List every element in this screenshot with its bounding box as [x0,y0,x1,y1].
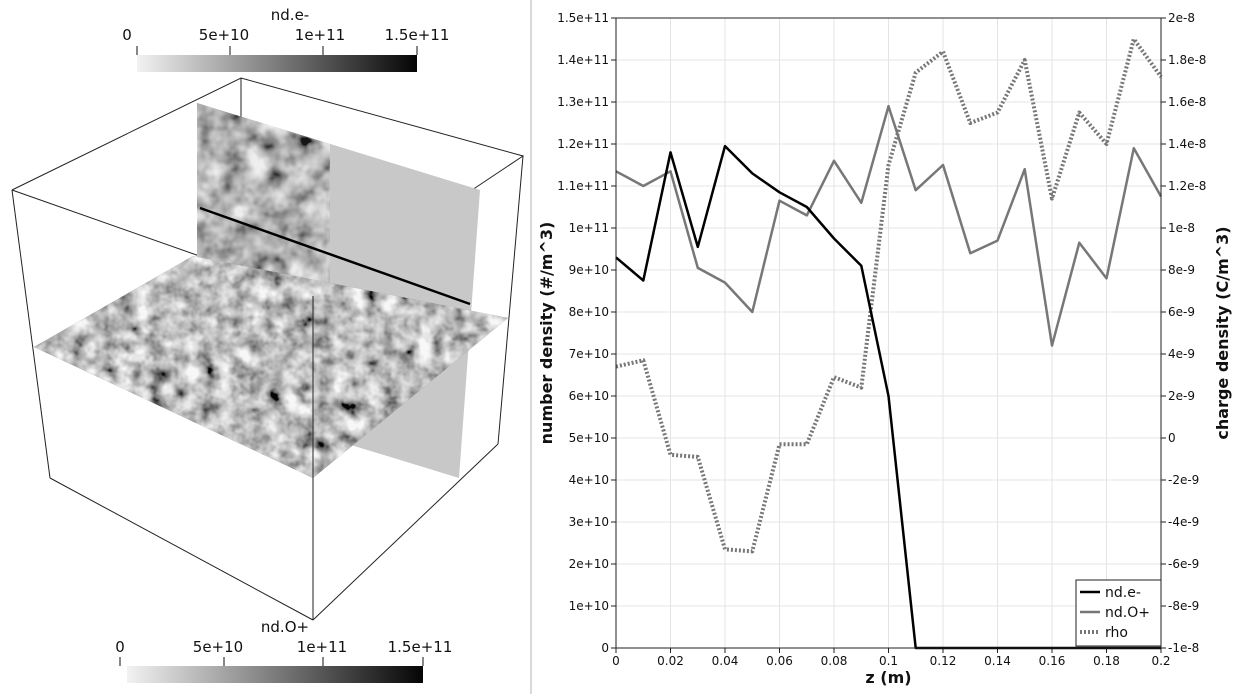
x-ticks: 0 0.02 0.04 0.06 0.08 0.1 0.12 0.14 0.16 0.18 0.2 [612,648,1171,668]
y-left-tick-label: 5e+10 [569,431,609,445]
y-right-tick-label: -6e-9 [1168,557,1199,571]
y-left-tick-label: 1.4e+11 [557,53,609,67]
x-axis-label: z (m) [865,668,911,687]
series-line-nd-o- [615,104,1163,347]
chart-grid [615,17,1162,649]
render-canvas[interactable]: nd.e- 0 5e+10 1e+11 1.5e+11 [0,0,530,694]
probe-line[interactable] [199,206,471,306]
y-right-tick-label: 1e-8 [1168,221,1195,235]
y-right-tick-label: 2e-9 [1168,389,1195,403]
top-colorbar: nd.e- 0 5e+10 1e+11 1.5e+11 [122,6,449,72]
y-left-tick-label: 1.3e+11 [557,95,609,109]
y-right-tick-label: -8e-9 [1168,599,1199,613]
y-left-tick-label: 3e+10 [569,515,609,529]
y-right-tick-label: 4e-9 [1168,347,1195,361]
y-left-tick-label: 1.2e+11 [557,137,609,151]
x-tick-label: 0.08 [821,654,848,668]
y-left-tick-label: 0 [601,641,609,655]
y-right-tick-label: 6e-9 [1168,305,1195,319]
x-tick-label: 0.02 [657,654,684,668]
y-left-tick-label: 6e+10 [569,389,609,403]
y-axis-left-label: number density (#/m^3) [537,222,556,445]
y-left-tick-label: 1.1e+11 [557,179,609,193]
legend-label: rho [1105,625,1128,641]
y-right-tick-label: 1.6e-8 [1168,95,1206,109]
colorbar-gradient [137,55,417,72]
y-left-tick-label: 1e+10 [569,599,609,613]
x-tick-label: 0.04 [712,654,739,668]
render-view[interactable]: nd.e- 0 5e+10 1e+11 1.5e+11 [0,0,530,694]
y-axis-right-label: charge density (C/m^3) [1213,226,1232,439]
y-left-tick-label: 4e+10 [569,473,609,487]
colorbar-tick-label: 1.5e+11 [388,638,453,656]
colorbar-tick-label: 1.5e+11 [385,26,450,44]
x-tick-label: 0.12 [930,654,957,668]
y-left-tick-label: 1e+11 [569,221,609,235]
y-right-tick-label: 1.8e-8 [1168,53,1206,67]
line-chart: 0 1e+10 2e+10 3e+10 4e+10 5e+10 6e+10 7e+10 8e+1… [537,11,1232,687]
x-tick-label: 0.1 [879,654,898,668]
y-left-tick-label: 8e+10 [569,305,609,319]
view-divider[interactable] [530,0,532,694]
y-right-tick-label: -1e-8 [1168,641,1199,655]
colorbar-title: nd.O+ [261,618,309,636]
y-left-tick-label: 2e+10 [569,557,609,571]
x-tick-label: 0 [612,654,620,668]
x-tick-label: 0.18 [1093,654,1120,668]
colorbar-title: nd.e- [271,6,309,24]
colorbar-tick-label: 0 [115,638,125,656]
line-chart-view[interactable]: 0 1e+10 2e+10 3e+10 4e+10 5e+10 6e+10 7e+10 8e+1… [532,0,1237,694]
y-left-tick-label: 1.5e+11 [557,11,609,25]
y-right-tick-label: 1.4e-8 [1168,137,1206,151]
colorbar-tick-label: 1e+11 [297,638,347,656]
colorbar-tick-label: 5e+10 [193,638,243,656]
colorbar-tick-label: 5e+10 [199,26,249,44]
y-right-tick-label: 8e-9 [1168,263,1195,277]
y-right-tick-label: 2e-8 [1168,11,1195,25]
x-tick-label: 0.16 [1039,654,1066,668]
colorbar-tick-label: 1e+11 [295,26,345,44]
x-tick-label: 0.2 [1151,654,1170,668]
y-left-ticks: 0 1e+10 2e+10 3e+10 4e+10 5e+10 6e+10 7e+10 8e+1… [557,11,616,655]
plot-frame [615,17,1162,649]
colorbar-gradient [127,666,423,683]
y-right-tick-label: -2e-9 [1168,473,1199,487]
y-right-tick-label: -4e-9 [1168,515,1199,529]
y-right-tick-label: 0 [1168,431,1176,445]
bottom-colorbar: nd.O+ 0 5e+10 1e+11 1.5e+11 [115,618,452,683]
x-tick-label: 0.14 [984,654,1011,668]
legend-label: nd.e- [1105,585,1141,601]
colorbar-tick-label: 0 [122,26,132,44]
x-tick-label: 0.06 [766,654,793,668]
domain-outline-front [49,296,499,621]
y-left-tick-label: 9e+10 [569,263,609,277]
legend-label: nd.O+ [1105,605,1150,621]
y-right-ticks: -1e-8 -8e-9 -6e-9 -4e-9 -2e-9 0 2e-9 4e-9 6e-9 8e… [1161,11,1206,655]
y-right-tick-label: 1.2e-8 [1168,179,1206,193]
chart-legend: nd.e- nd.O+ rho [1075,579,1162,647]
series-line-rho [615,37,1163,554]
y-left-tick-label: 7e+10 [569,347,609,361]
